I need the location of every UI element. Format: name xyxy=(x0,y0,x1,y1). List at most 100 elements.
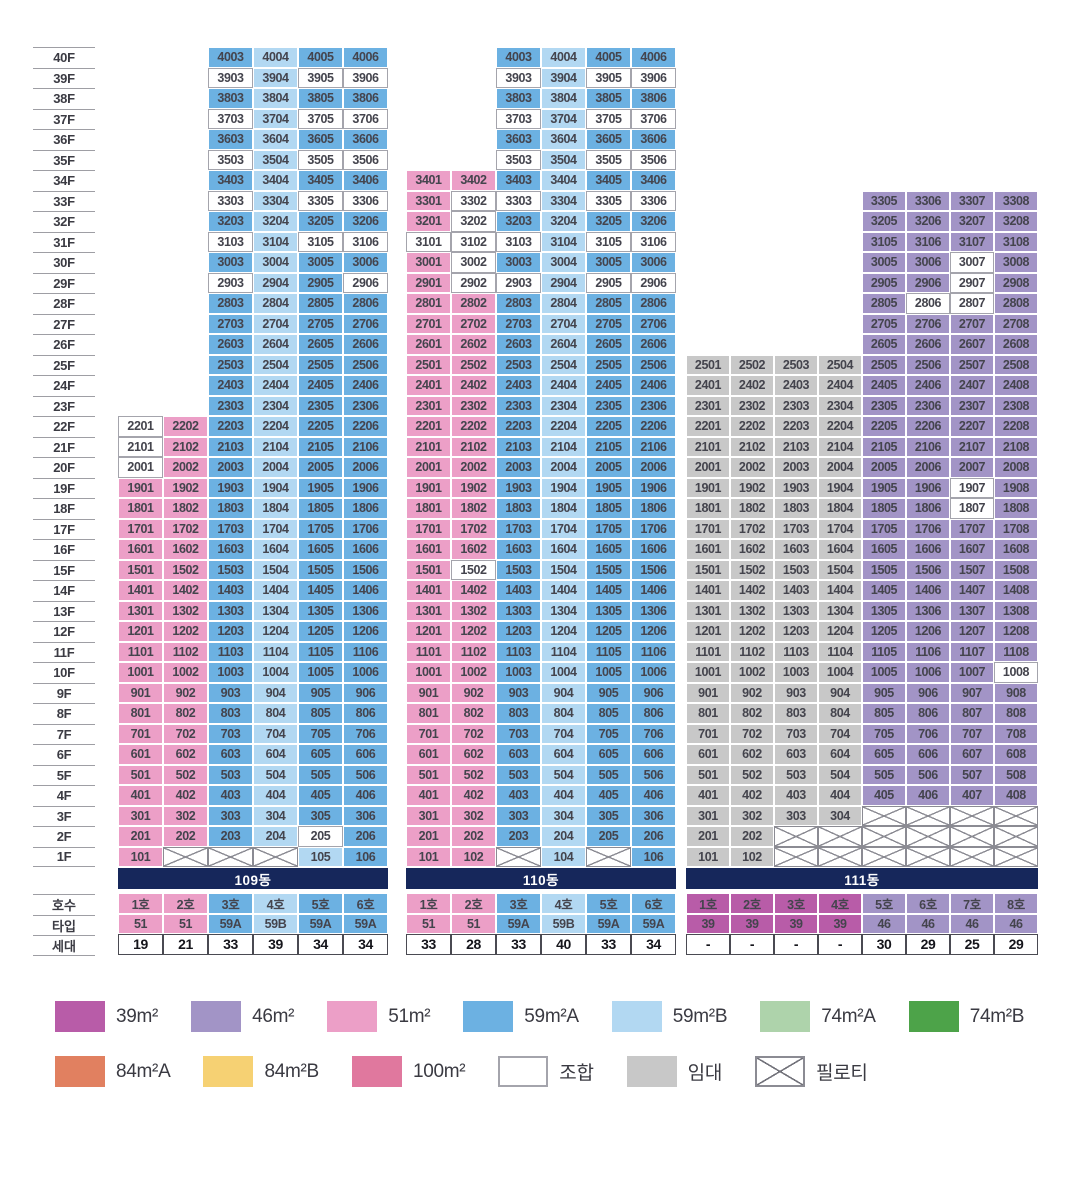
unit-cell: 2105 xyxy=(862,436,906,457)
unit-cell: 704 xyxy=(541,723,586,744)
unit-cell: 507 xyxy=(950,764,994,785)
unit-cell: 305 xyxy=(586,805,631,826)
unit-cell: 3007 xyxy=(950,252,994,273)
unit-cell: 1401 xyxy=(406,580,451,601)
unit-cell: 1201 xyxy=(118,621,163,642)
unit-cell: 2301 xyxy=(686,395,730,416)
unit-cell: 2503 xyxy=(774,354,818,375)
floor-label: 15F xyxy=(33,559,95,581)
unit-type-cell: 39 xyxy=(686,913,730,934)
unit-cell: 2907 xyxy=(950,272,994,293)
unit-cell: 1505 xyxy=(298,559,343,580)
unit-cell: 2006 xyxy=(343,457,388,478)
unit-cell: 1404 xyxy=(818,580,862,601)
unit-cell: 1404 xyxy=(541,580,586,601)
unit-cell: 1407 xyxy=(950,580,994,601)
unit-cell: 803 xyxy=(774,703,818,724)
unit-cell: 2605 xyxy=(298,334,343,355)
unit-cell: 1001 xyxy=(686,662,730,683)
unit-cell: 2102 xyxy=(451,436,496,457)
unit-type-cell: 51 xyxy=(118,913,163,934)
unit-cell: 1803 xyxy=(208,498,253,519)
unit-cell: 2305 xyxy=(586,395,631,416)
unit-cell: 702 xyxy=(730,723,774,744)
unit-cell: 3003 xyxy=(496,252,541,273)
floor-label: 22F xyxy=(33,416,95,437)
unit-cell: 1707 xyxy=(950,518,994,539)
tower-110동: 4003 4004 4005 4006 3903 3904 3905 3906 3803 3804… xyxy=(406,47,676,955)
unit-cell: 1802 xyxy=(730,498,774,519)
unit-cell: 2401 xyxy=(406,375,451,396)
legend-swatch-74A xyxy=(760,1001,811,1032)
unit-cell: 301 xyxy=(686,805,730,826)
unit-cell: 3903 xyxy=(208,67,253,88)
unit-cell: 3504 xyxy=(541,149,586,170)
unit-cell: 1801 xyxy=(686,498,730,519)
unit-cell: 2303 xyxy=(774,395,818,416)
unit-cell: 1401 xyxy=(118,580,163,601)
floor-row: 3503 3504 3505 3506 xyxy=(406,149,676,170)
unit-cell: 1303 xyxy=(496,600,541,621)
unit-cell: 1301 xyxy=(686,600,730,621)
floor-row: 701 702 703 704 705 706 xyxy=(118,723,388,744)
household-count-cell: 34 xyxy=(631,934,676,955)
unit-cell: 1704 xyxy=(818,518,862,539)
unit-cell: 1308 xyxy=(994,600,1038,621)
floor-row: 3301 3302 3303 3304 3305 3306 xyxy=(406,190,676,211)
unit-cell: 2504 xyxy=(818,354,862,375)
unit-column-header: 4호 xyxy=(541,893,586,914)
floor-row: 3305 3306 3307 3308 xyxy=(686,190,1038,211)
unit-cell: 2706 xyxy=(631,313,676,334)
unit-cell: 2103 xyxy=(774,436,818,457)
floor-row: 1501 1502 1503 1504 1505 1506 xyxy=(406,559,676,580)
legend-item: 임대 xyxy=(626,1056,722,1087)
unit-column-header: 5호 xyxy=(298,893,343,914)
unit-cell: 504 xyxy=(541,764,586,785)
floor-row: 301 302 303 304 305 306 xyxy=(406,805,676,826)
unit-cell: 3005 xyxy=(586,252,631,273)
unit-cell: 203 xyxy=(208,826,253,847)
floor-row: 101 102 xyxy=(686,846,1038,867)
unit-cell: 2005 xyxy=(862,457,906,478)
unit-cell: 804 xyxy=(541,703,586,724)
unit-cell: 303 xyxy=(208,805,253,826)
unit-cell: 3207 xyxy=(950,211,994,232)
floor-row: 1601 1602 1603 1604 1605 1606 xyxy=(406,539,676,560)
unit-cell: 3406 xyxy=(343,170,388,191)
unit-cell: 1606 xyxy=(343,539,388,560)
unit-cell: 3503 xyxy=(208,149,253,170)
unit-cell: 3804 xyxy=(541,88,586,109)
unit-cell: 505 xyxy=(298,764,343,785)
unit-cell: 301 xyxy=(118,805,163,826)
unit-cell: 3201 xyxy=(406,211,451,232)
unit-cell: 2504 xyxy=(253,354,298,375)
floor-row: 2705 2706 2707 2708 xyxy=(686,313,1038,334)
unit-cell: 2405 xyxy=(862,375,906,396)
floor-row: 1701 1702 1703 1704 1705 1706 xyxy=(118,518,388,539)
unit-cell: 1702 xyxy=(451,518,496,539)
unit-cell: 2104 xyxy=(541,436,586,457)
unit-cell: 1003 xyxy=(496,662,541,683)
unit-cell: 1506 xyxy=(906,559,950,580)
unit-cell: 1705 xyxy=(298,518,343,539)
unit-cell: 2106 xyxy=(343,436,388,457)
unit-cell: 1806 xyxy=(343,498,388,519)
household-count-cell: 28 xyxy=(451,934,496,955)
footer-label: 호수 xyxy=(33,894,95,915)
unit-cell: 302 xyxy=(163,805,208,826)
unit-cell: 407 xyxy=(950,785,994,806)
floor-label-column: 40F 39F 38F 37F 36F 35F 34F 33F 32F 31F 30F 29F 28F 2… xyxy=(33,47,95,867)
floor-row: 3205 3206 3207 3208 xyxy=(686,211,1038,232)
unit-cell: 2303 xyxy=(208,395,253,416)
unit-cell: 2005 xyxy=(298,457,343,478)
unit-cell: 506 xyxy=(631,764,676,785)
unit-cell: 902 xyxy=(451,682,496,703)
unit-cell: 1801 xyxy=(406,498,451,519)
legend-swatch-84A xyxy=(55,1056,105,1087)
unit-cell: 306 xyxy=(631,805,676,826)
unit-cell: 3202 xyxy=(451,211,496,232)
unit-cell: 1502 xyxy=(730,559,774,580)
unit-cell: 1106 xyxy=(906,641,950,662)
unit-cell: 1906 xyxy=(343,477,388,498)
floor-row: 1701 1702 1703 1704 1705 1706 xyxy=(406,518,676,539)
